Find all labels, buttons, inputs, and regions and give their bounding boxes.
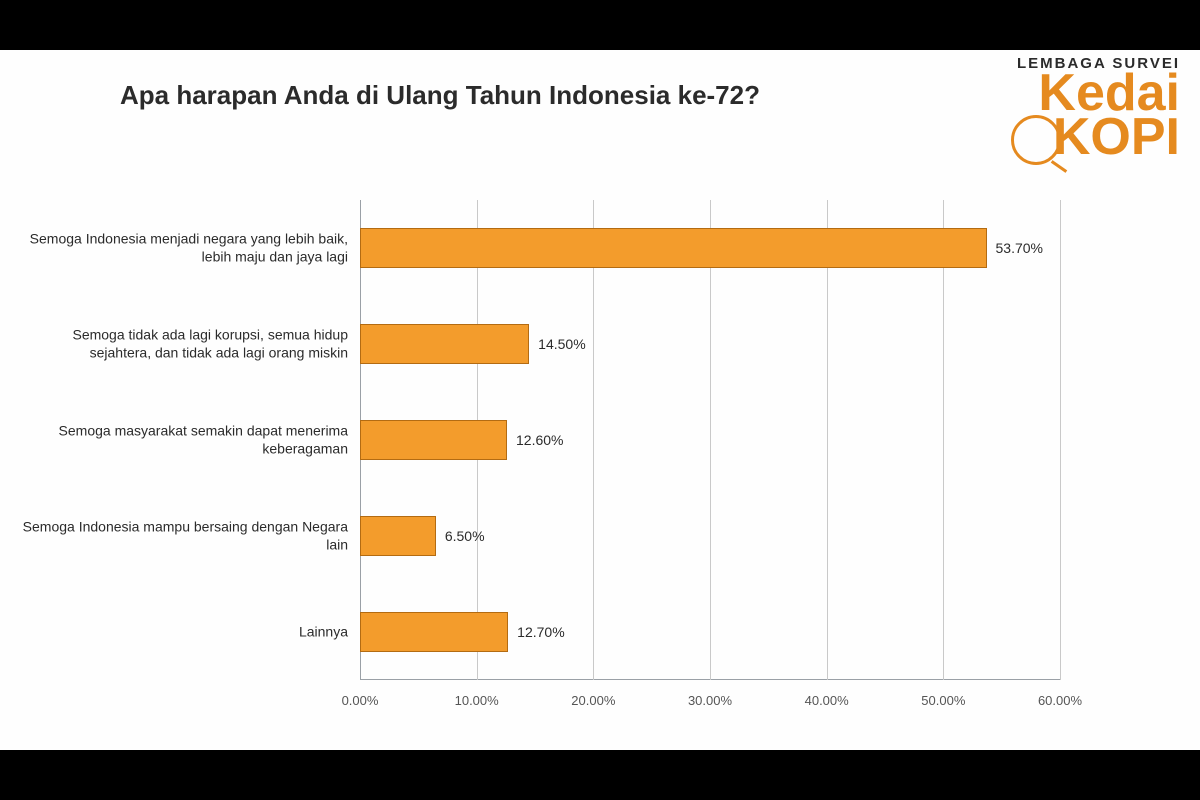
- chart-bar: 14.50%: [360, 324, 529, 364]
- chart-title: Apa harapan Anda di Ulang Tahun Indonesi…: [80, 80, 800, 111]
- chart-bar-label: Lainnya: [18, 623, 348, 641]
- chart-bar-value: 12.70%: [517, 624, 564, 640]
- chart-gridline: [593, 200, 594, 680]
- chart-gridline: [1060, 200, 1061, 680]
- chart-gridline: [827, 200, 828, 680]
- chart-bar: 12.70%: [360, 612, 508, 652]
- chart-bar: 12.60%: [360, 420, 507, 460]
- chart-bar-value: 6.50%: [445, 528, 485, 544]
- chart-x-tick: 20.00%: [571, 693, 615, 708]
- chart-x-tick: 30.00%: [688, 693, 732, 708]
- survey-slide: LEMBAGA SURVEI Kedai KOPI Apa harapan An…: [0, 50, 1200, 750]
- chart-bar-value: 53.70%: [996, 240, 1043, 256]
- chart-plot-area: 0.00%10.00%20.00%30.00%40.00%50.00%60.00…: [360, 200, 1060, 680]
- chart-x-tick: 60.00%: [1038, 693, 1082, 708]
- chart-x-tick: 10.00%: [455, 693, 499, 708]
- chart-bar-value: 12.60%: [516, 432, 563, 448]
- chart-bar: 53.70%: [360, 228, 987, 268]
- chart-gridline: [943, 200, 944, 680]
- chart-x-tick: 50.00%: [921, 693, 965, 708]
- chart-bar-value: 14.50%: [538, 336, 585, 352]
- chart-bar-label: Semoga tidak ada lagi korupsi, semua hid…: [18, 327, 348, 362]
- chart-bar-label: Semoga masyarakat semakin dapat menerima…: [18, 423, 348, 458]
- chart-gridline: [710, 200, 711, 680]
- kedai-kopi-logo: LEMBAGA SURVEI Kedai KOPI: [1017, 58, 1180, 159]
- chart-bar-label: Semoga Indonesia mampu bersaing dengan N…: [18, 519, 348, 554]
- chart-x-tick: 40.00%: [805, 693, 849, 708]
- chart-x-tick: 0.00%: [342, 693, 379, 708]
- logo-line3: KOPI: [1017, 115, 1180, 159]
- logo-line3-text: KOPI: [1053, 108, 1180, 166]
- chart-bar-label: Semoga Indonesia menjadi negara yang leb…: [18, 231, 348, 266]
- magnifier-icon: [1011, 115, 1061, 165]
- chart-bar: 6.50%: [360, 516, 436, 556]
